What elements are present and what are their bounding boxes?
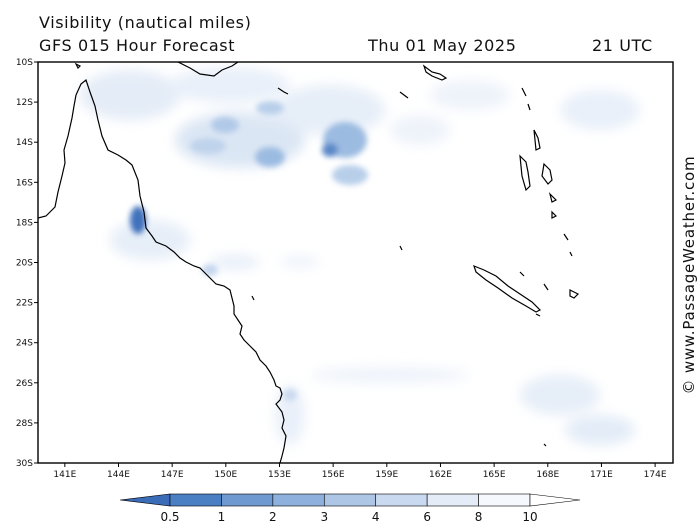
legend-swatch bbox=[478, 493, 531, 507]
lon-tick-label: 150E bbox=[214, 470, 237, 480]
australia-coastline bbox=[38, 78, 287, 463]
visibility-field bbox=[80, 67, 640, 445]
lat-tick-label: 14S bbox=[16, 138, 33, 148]
solomon-islands bbox=[422, 64, 448, 81]
legend-level-label: 2 bbox=[269, 510, 277, 524]
lon-tick-label: 159E bbox=[375, 470, 398, 480]
png-coastline bbox=[177, 62, 239, 77]
coastline bbox=[38, 62, 580, 463]
torres-strait-islands bbox=[74, 62, 82, 70]
lat-tick-label: 18S bbox=[16, 218, 33, 228]
lat-tick-label: 24S bbox=[16, 339, 33, 349]
lon-tick-label: 156E bbox=[322, 470, 345, 480]
norfolk-island bbox=[543, 443, 547, 447]
legend-arrow-low bbox=[119, 493, 171, 507]
lon-tick-label: 174E bbox=[644, 470, 667, 480]
lat-tick-label: 16S bbox=[16, 178, 33, 188]
legend-swatch bbox=[426, 493, 479, 507]
lat-tick-label: 20S bbox=[16, 259, 33, 269]
forecast-subtitle: GFS 015 Hour Forecast bbox=[39, 36, 236, 55]
lat-tick-label: 22S bbox=[16, 299, 33, 309]
chesterfield-reef bbox=[399, 245, 403, 251]
whitsunday-islands bbox=[251, 295, 255, 301]
lon-tick-label: 162E bbox=[429, 470, 452, 480]
legend-swatch bbox=[221, 493, 274, 507]
legend-level-label: 4 bbox=[372, 510, 380, 524]
visibility-legend: 0.5 1 2 3 4 6 8 10 bbox=[119, 493, 581, 524]
map-title: Visibility (nautical miles) bbox=[39, 13, 252, 32]
vanuatu-tanna bbox=[563, 233, 573, 257]
loyalty-islands bbox=[519, 271, 580, 299]
lon-tick-label: 144E bbox=[107, 470, 130, 480]
new-caledonia bbox=[473, 264, 542, 313]
lon-tick-label: 147E bbox=[161, 470, 184, 480]
legend-swatch bbox=[272, 493, 325, 507]
vanuatu-espiritu bbox=[533, 129, 541, 151]
lon-tick-label: 141E bbox=[53, 470, 76, 480]
lon-tick-label: 165E bbox=[483, 470, 506, 480]
isle-of-pines bbox=[535, 313, 541, 317]
lon-tick-label: 168E bbox=[536, 470, 559, 480]
legend-level-label: 0.5 bbox=[160, 510, 179, 524]
lat-tick-label: 30S bbox=[16, 459, 33, 469]
longitude-axis: 141E 144E 147E 150E 153E 156E 159E 162E 165E 168E… bbox=[53, 463, 667, 480]
legend-level-label: 3 bbox=[320, 510, 328, 524]
rennell-island bbox=[399, 91, 409, 99]
lat-tick-label: 10S bbox=[16, 58, 33, 68]
legend-level-label: 10 bbox=[522, 510, 537, 524]
latitude-axis: 10S 12S 14S 16S 18S 20S 22S 24S 26S 28S 30S bbox=[16, 58, 38, 469]
vanuatu-malekula bbox=[519, 154, 531, 192]
forecast-date: Thu 01 May 2025 bbox=[368, 36, 517, 55]
vanuatu-erromango bbox=[551, 210, 558, 219]
legend-level-label: 1 bbox=[218, 510, 226, 524]
moderate-visibility-patches bbox=[130, 101, 368, 401]
lat-tick-label: 28S bbox=[16, 419, 33, 429]
legend-level-label: 8 bbox=[475, 510, 483, 524]
lon-tick-label: 153E bbox=[268, 470, 291, 480]
vanuatu-north bbox=[521, 87, 531, 111]
lat-tick-label: 26S bbox=[16, 379, 33, 389]
legend-level-label: 6 bbox=[423, 510, 431, 524]
legend-swatch bbox=[323, 493, 377, 507]
forecast-time: 21 UTC bbox=[592, 36, 653, 55]
lon-tick-label: 171E bbox=[590, 470, 613, 480]
legend-swatch bbox=[169, 493, 222, 507]
low-visibility-patches bbox=[80, 67, 640, 445]
louisiade-islands bbox=[277, 87, 289, 95]
vanuatu-efate bbox=[548, 192, 558, 203]
vanuatu-central bbox=[541, 162, 553, 185]
legend-arrow-high bbox=[529, 493, 581, 507]
legend-swatch bbox=[375, 493, 428, 507]
lat-tick-label: 12S bbox=[16, 98, 33, 108]
